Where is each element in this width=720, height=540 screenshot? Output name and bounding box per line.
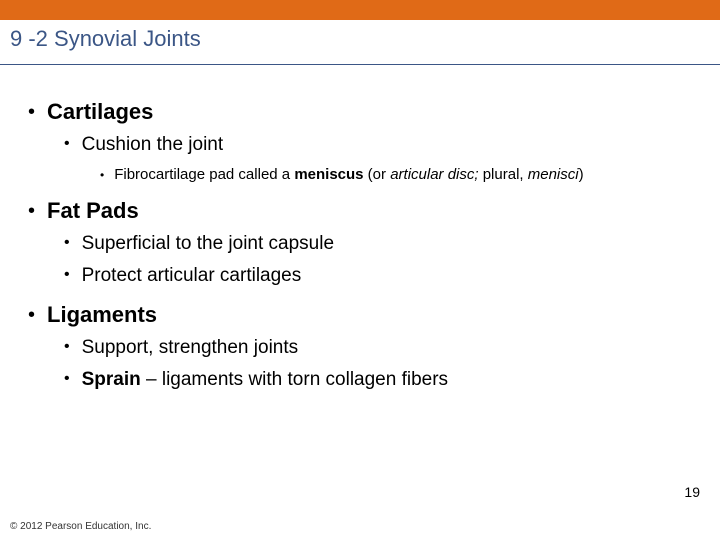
- bullet-icon: •: [64, 234, 70, 252]
- bullet-label: Fat Pads: [47, 198, 139, 224]
- bullet-text: Protect articular cartilages: [82, 264, 302, 288]
- bullet-text: Cushion the joint: [82, 133, 224, 157]
- bullet-text: Support, strengthen joints: [82, 336, 299, 360]
- bullet-text: Sprain – ligaments with torn collagen fi…: [82, 368, 448, 392]
- bullet-icon: •: [64, 370, 70, 388]
- bullet-fatpads-sub2: • Protect articular cartilages: [64, 264, 692, 288]
- bullet-label: Ligaments: [47, 302, 157, 328]
- copyright-text: © 2012 Pearson Education, Inc.: [10, 521, 151, 532]
- slide-content: • Cartilages • Cushion the joint • Fibro…: [0, 65, 720, 391]
- text-italic: menisci: [528, 166, 579, 183]
- bullet-cartilages-sub1: • Cushion the joint: [64, 133, 692, 157]
- bullet-cartilages: • Cartilages: [28, 99, 692, 125]
- bullet-ligaments-sub2: • Sprain – ligaments with torn collagen …: [64, 368, 692, 392]
- bullet-icon: •: [64, 135, 70, 153]
- text-part: plural,: [479, 166, 528, 183]
- bullet-icon: •: [100, 168, 104, 182]
- bullet-ligaments-sub1: • Support, strengthen joints: [64, 336, 692, 360]
- text-part: – ligaments with torn collagen fibers: [141, 369, 448, 390]
- bullet-icon: •: [64, 266, 70, 284]
- text-bold: Sprain: [82, 369, 141, 390]
- bullet-icon: •: [28, 101, 35, 124]
- bullet-icon: •: [28, 200, 35, 223]
- text-part: ): [579, 166, 584, 183]
- accent-bar: [0, 0, 720, 20]
- bullet-icon: •: [64, 338, 70, 356]
- bullet-text: Superficial to the joint capsule: [82, 232, 334, 256]
- bullet-label: Cartilages: [47, 99, 153, 125]
- page-number: 19: [684, 484, 700, 500]
- text-part: Fibrocartilage pad called a: [114, 166, 294, 183]
- text-bold: meniscus: [294, 166, 363, 183]
- bullet-fatpads: • Fat Pads: [28, 198, 692, 224]
- bullet-fatpads-sub1: • Superficial to the joint capsule: [64, 232, 692, 256]
- slide-title: 9 -2 Synovial Joints: [0, 20, 720, 65]
- text-italic: articular disc;: [390, 166, 478, 183]
- bullet-ligaments: • Ligaments: [28, 302, 692, 328]
- bullet-icon: •: [28, 304, 35, 327]
- bullet-cartilages-sub1-sub: • Fibrocartilage pad called a meniscus (…: [100, 165, 692, 185]
- bullet-text: Fibrocartilage pad called a meniscus (or…: [114, 165, 583, 185]
- text-part: (or: [364, 166, 391, 183]
